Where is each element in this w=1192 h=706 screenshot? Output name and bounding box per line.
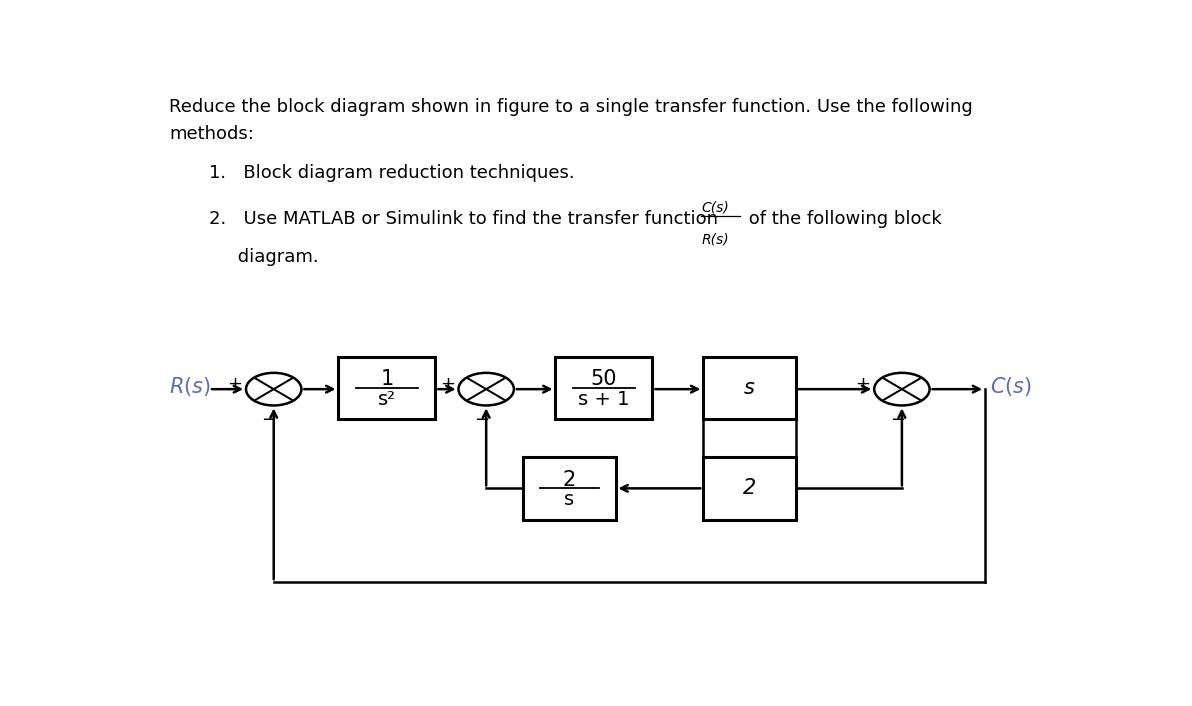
Text: 2: 2: [743, 479, 756, 498]
Text: 1: 1: [380, 369, 393, 389]
Text: 2.   Use MATLAB or Simulink to find the transfer function: 2. Use MATLAB or Simulink to find the tr…: [209, 210, 724, 228]
Bar: [555, 357, 652, 419]
Text: −: −: [261, 411, 277, 429]
Text: s²: s²: [378, 390, 396, 409]
Text: −: −: [889, 411, 905, 429]
Text: 2: 2: [563, 469, 576, 489]
Text: 50: 50: [591, 369, 617, 389]
Text: s: s: [744, 378, 755, 397]
Text: s: s: [564, 490, 575, 509]
Text: +: +: [440, 376, 455, 393]
Bar: [339, 357, 435, 419]
Text: +: +: [856, 376, 870, 393]
Bar: [703, 357, 796, 419]
Text: C(s): C(s): [701, 200, 730, 214]
Text: 1.   Block diagram reduction techniques.: 1. Block diagram reduction techniques.: [209, 164, 575, 181]
Text: s + 1: s + 1: [578, 390, 629, 409]
Text: $R(s)$: $R(s)$: [169, 375, 211, 398]
Text: Reduce the block diagram shown in figure to a single transfer function. Use the : Reduce the block diagram shown in figure…: [169, 98, 973, 143]
Text: +: +: [228, 376, 242, 393]
Text: R(s): R(s): [701, 232, 730, 246]
Text: diagram.: diagram.: [209, 248, 318, 265]
Bar: [523, 457, 615, 520]
Bar: [703, 457, 796, 520]
Text: of the following block: of the following block: [743, 210, 942, 228]
Text: $C(s)$: $C(s)$: [989, 375, 1031, 398]
Text: −: −: [474, 411, 489, 429]
